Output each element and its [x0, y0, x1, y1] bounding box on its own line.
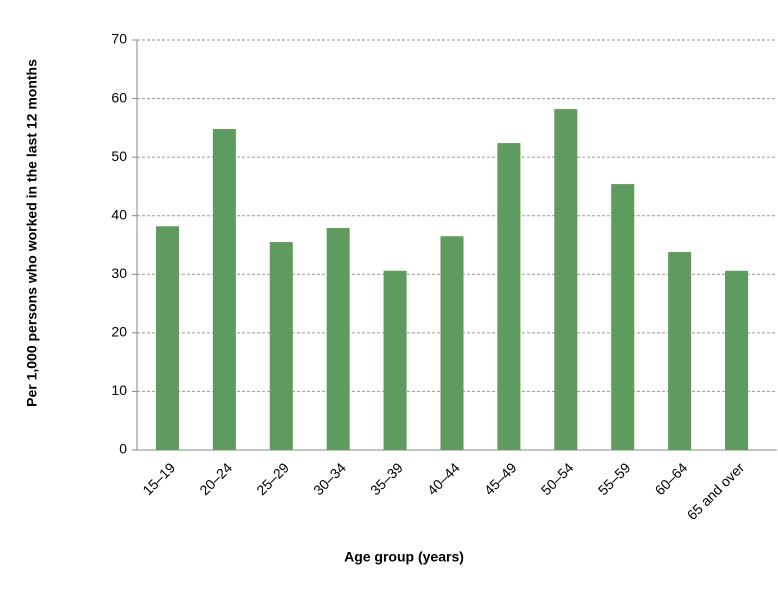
bar [668, 252, 692, 450]
x-tick-label: 15–19 [139, 459, 178, 498]
x-tick-label: 65 and over [684, 459, 748, 523]
x-tick-label: 40–44 [424, 459, 463, 498]
x-tick-label: 35–39 [367, 459, 406, 498]
y-tick-label: 10 [111, 382, 127, 398]
y-axis-title: Per 1,000 persons who worked in the last… [24, 59, 40, 407]
bar [383, 270, 407, 450]
x-tick-label: 30–34 [310, 459, 349, 498]
y-tick-label: 0 [119, 441, 127, 457]
y-tick-label: 20 [111, 324, 127, 340]
y-tick-label: 40 [111, 206, 127, 222]
x-tick-label: 50–54 [538, 459, 577, 498]
y-tick-label: 60 [111, 89, 127, 105]
x-tick-label: 55–59 [595, 459, 634, 498]
bar [326, 228, 350, 450]
x-tick-label: 20–24 [196, 459, 235, 498]
bar [269, 242, 293, 450]
x-tick-label: 25–29 [253, 459, 292, 498]
bar [497, 143, 521, 451]
y-tick-label: 70 [111, 31, 127, 47]
x-tick-label: 60–64 [652, 459, 691, 498]
bar [725, 270, 749, 450]
x-tick-label: 45–49 [481, 459, 520, 498]
bar [611, 184, 635, 451]
bar [155, 226, 179, 450]
y-tick-label: 30 [111, 265, 127, 281]
bar [440, 236, 464, 450]
bar [554, 109, 578, 450]
x-axis-title: Age group (years) [344, 549, 464, 565]
bar [212, 129, 236, 450]
y-tick-label: 50 [111, 148, 127, 164]
